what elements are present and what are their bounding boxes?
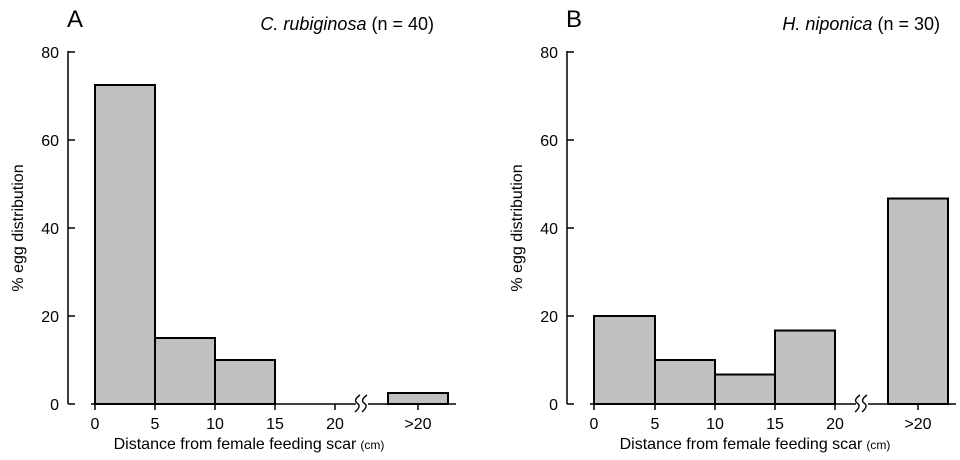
y-axis-label: % egg distribution (10, 164, 27, 291)
bar-5-10 (154, 337, 216, 405)
bar-gt20 (887, 197, 949, 405)
axis-break-mark (861, 394, 868, 413)
x-tick-label: 0 (590, 416, 599, 433)
panel-letter: B (566, 6, 582, 33)
y-tick-label: 60 (41, 133, 59, 150)
y-tick-label: 0 (549, 397, 558, 414)
x-axis-label-unit: (cm) (360, 438, 384, 452)
y-tick-label: 0 (50, 397, 59, 414)
x-tick-label: 5 (151, 416, 160, 433)
panel-letter: A (67, 6, 83, 33)
bar-gt20 (387, 392, 449, 405)
x-tick-label: 10 (706, 416, 724, 433)
bar-15-20 (774, 329, 836, 405)
y-tick-label: 40 (41, 221, 59, 238)
x-tick-label: 0 (91, 416, 100, 433)
x-tick-label: >20 (404, 416, 431, 433)
x-axis-label-unit: (cm) (866, 438, 890, 452)
x-tick-label: 15 (266, 416, 284, 433)
y-tick-label: 60 (540, 133, 558, 150)
panel-a: A C. rubiginosa (n = 40) % egg distributi… (10, 6, 456, 453)
x-axis-label-text: Distance from female feeding scar (114, 436, 357, 453)
species-name: H. niponica (782, 14, 872, 34)
x-tick-label: 5 (651, 416, 660, 433)
y-axis-label: % egg distribution (509, 164, 526, 291)
bar-0-5 (593, 315, 656, 405)
panel-title: H. niponica (n = 30) (782, 14, 940, 34)
sample-size: (n = 40) (371, 14, 434, 34)
y-tick-label: 80 (41, 45, 59, 62)
species-name: C. rubiginosa (260, 14, 366, 34)
x-tick-label: 20 (826, 416, 844, 433)
x-tick-label: >20 (904, 416, 931, 433)
y-tick-label: 20 (41, 309, 59, 326)
bar-10-15 (714, 373, 776, 405)
bar-10-15 (214, 359, 276, 405)
x-axis-label-text: Distance from female feeding scar (620, 436, 863, 453)
panel-b: B H. niponica (n = 30) % egg distribution… (509, 6, 956, 453)
y-tick-label: 40 (540, 221, 558, 238)
y-tick-label: 20 (540, 309, 558, 326)
x-axis-label: Distance from female feeding scar (cm) (620, 436, 891, 453)
bar-5-10 (654, 359, 716, 405)
y-tick-label: 80 (540, 45, 558, 62)
axis-break-mark (354, 394, 361, 413)
x-tick-label: 15 (766, 416, 784, 433)
x-tick-label: 10 (206, 416, 224, 433)
axis-break-mark (854, 394, 861, 413)
x-tick-label: 20 (326, 416, 344, 433)
bar-0-5 (94, 84, 156, 405)
x-axis-label: Distance from female feeding scar (cm) (114, 436, 385, 453)
sample-size: (n = 30) (877, 14, 940, 34)
panel-title: C. rubiginosa (n = 40) (260, 14, 434, 34)
axis-break-mark (361, 394, 368, 413)
